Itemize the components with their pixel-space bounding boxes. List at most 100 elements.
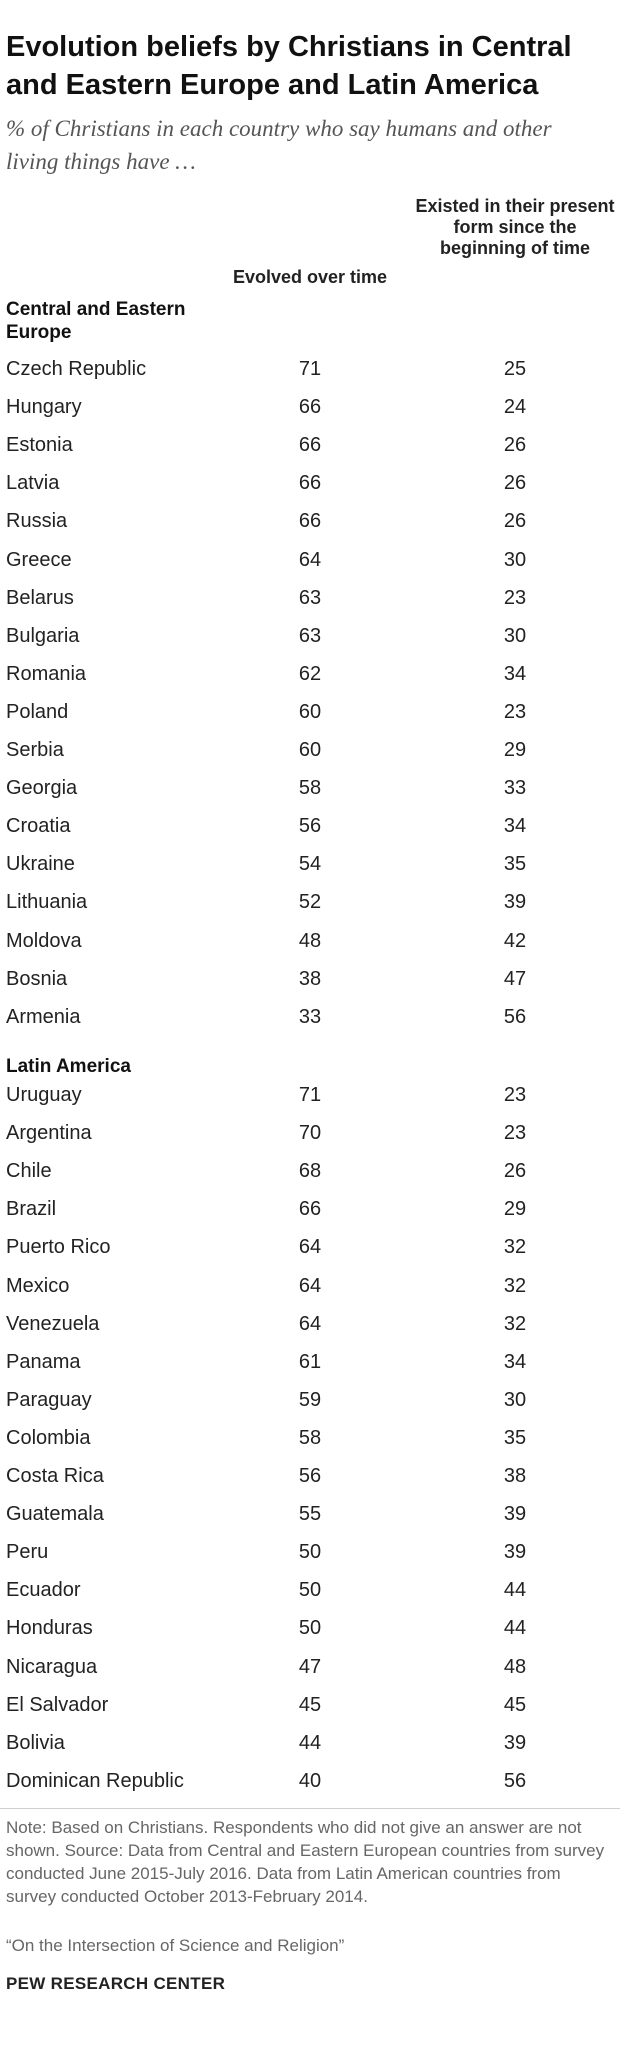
evolved-value: 62 — [298, 662, 322, 685]
evolved-value: 66 — [298, 472, 322, 495]
table-row: Nicaragua 47 48 — [0, 1648, 620, 1686]
table-row: Brazil 66 29 — [0, 1190, 620, 1228]
existed-value: 56 — [503, 1005, 527, 1028]
existed-value: 26 — [503, 434, 527, 457]
existed-value: 24 — [503, 396, 527, 419]
table-row: Latvia 66 26 — [0, 464, 620, 502]
country-label: Paraguay — [6, 1388, 92, 1411]
evolved-value: 61 — [298, 1350, 322, 1373]
existed-value: 56 — [503, 1769, 527, 1792]
table-row: Estonia 66 26 — [0, 426, 620, 464]
evolved-value: 63 — [298, 586, 322, 609]
table-row: Romania 62 34 — [0, 655, 620, 693]
country-label: Colombia — [6, 1426, 91, 1449]
country-label: Bulgaria — [6, 624, 80, 647]
country-label: Peru — [6, 1541, 49, 1564]
table-row: Honduras 50 44 — [0, 1609, 620, 1647]
table-row: Panama 61 34 — [0, 1343, 620, 1381]
evolved-value: 64 — [298, 1236, 322, 1259]
existed-value: 38 — [503, 1465, 527, 1487]
table-row: Czech Republic 71 25 — [0, 350, 620, 388]
country-label: Uruguay — [6, 1084, 82, 1106]
country-label: Poland — [6, 700, 69, 723]
evolved-value: 59 — [298, 1388, 322, 1411]
existed-value: 29 — [503, 1198, 527, 1221]
group-header-central-eastern-europe: Central and Eastern Europe — [6, 299, 186, 343]
country-label: Honduras — [6, 1617, 93, 1640]
country-label: Bosnia — [6, 967, 68, 990]
country-label: Nicaragua — [6, 1655, 98, 1678]
evolved-value: 71 — [298, 358, 322, 380]
existed-value: 45 — [503, 1693, 527, 1716]
country-label: Serbia — [6, 739, 64, 761]
group-header-latin-america: Latin America — [6, 1056, 131, 1077]
evolved-value: 48 — [298, 929, 322, 952]
table-row: Poland 60 23 — [0, 693, 620, 731]
table-row: Venezuela 64 32 — [0, 1305, 620, 1343]
existed-value: 26 — [503, 510, 527, 533]
country-label: Hungary — [6, 396, 82, 419]
evolved-value: 50 — [298, 1541, 322, 1564]
existed-value: 47 — [503, 967, 527, 990]
country-label: Croatia — [6, 815, 71, 838]
country-label: Armenia — [6, 1005, 81, 1028]
country-label: Ukraine — [6, 853, 75, 876]
evolved-value: 40 — [298, 1769, 322, 1792]
existed-value: 29 — [503, 739, 527, 761]
table-row: Hungary 66 24 — [0, 388, 620, 426]
existed-value: 48 — [503, 1655, 527, 1678]
existed-value: 39 — [503, 891, 527, 914]
table-row: Peru 50 39 — [0, 1533, 620, 1571]
table-row: Bulgaria 63 30 — [0, 617, 620, 655]
existed-value: 30 — [503, 548, 527, 571]
table-row: Chile 68 26 — [0, 1152, 620, 1190]
table-row: Serbia 60 29 — [0, 731, 620, 769]
country-label: Georgia — [6, 777, 78, 800]
existed-value: 39 — [503, 1541, 527, 1564]
existed-value: 34 — [503, 662, 527, 685]
evolved-value: 60 — [298, 739, 322, 761]
country-label: Panama — [6, 1350, 81, 1373]
evolved-value: 52 — [298, 891, 322, 914]
evolved-value: 66 — [298, 1198, 322, 1221]
evolved-value: 64 — [298, 1274, 322, 1297]
country-label: Guatemala — [6, 1503, 104, 1526]
country-label: Dominican Republic — [6, 1769, 184, 1792]
evolved-value: 47 — [298, 1655, 322, 1678]
chart-subtitle: % of Christians in each country who say … — [6, 116, 552, 174]
country-label: Argentina — [6, 1122, 92, 1145]
table-row: Puerto Rico 64 32 — [0, 1228, 620, 1266]
existed-value: 32 — [503, 1312, 527, 1335]
country-label: Czech Republic — [6, 358, 147, 380]
country-label: Ecuador — [6, 1579, 81, 1602]
table-row: Lithuania 52 39 — [0, 883, 620, 921]
country-label: Russia — [6, 510, 68, 533]
existed-value: 26 — [503, 1160, 527, 1183]
table-row: Uruguay 71 23 — [0, 1076, 620, 1114]
table-row: Dominican Republic 40 56 — [0, 1762, 620, 1800]
evolved-value: 66 — [298, 434, 322, 457]
evolved-value: 45 — [298, 1693, 322, 1716]
table-row: Bolivia 44 39 — [0, 1724, 620, 1762]
country-label: Bolivia — [6, 1731, 65, 1754]
evolved-value: 44 — [298, 1731, 322, 1754]
existed-value: 25 — [503, 358, 527, 380]
country-label: Latvia — [6, 472, 60, 495]
evolved-value: 64 — [298, 548, 322, 571]
country-label: Venezuela — [6, 1312, 100, 1335]
existed-value: 35 — [503, 1426, 527, 1449]
table-row: Armenia 33 56 — [0, 998, 620, 1036]
table-row: Colombia 58 35 — [0, 1419, 620, 1457]
evolved-value: 63 — [298, 624, 322, 647]
country-label: Moldova — [6, 929, 82, 952]
existed-value: 35 — [503, 853, 527, 876]
table-row: Croatia 56 34 — [0, 807, 620, 845]
evolved-value: 33 — [298, 1005, 322, 1028]
existed-value: 23 — [503, 700, 527, 723]
table-row: Guatemala 55 39 — [0, 1495, 620, 1533]
table-row: Belarus 63 23 — [0, 579, 620, 617]
existed-value: 34 — [503, 1350, 527, 1373]
evolved-value: 38 — [298, 967, 322, 990]
evolved-value: 56 — [298, 1465, 322, 1487]
column-header-existed: Existed in their present form since the … — [415, 196, 615, 258]
